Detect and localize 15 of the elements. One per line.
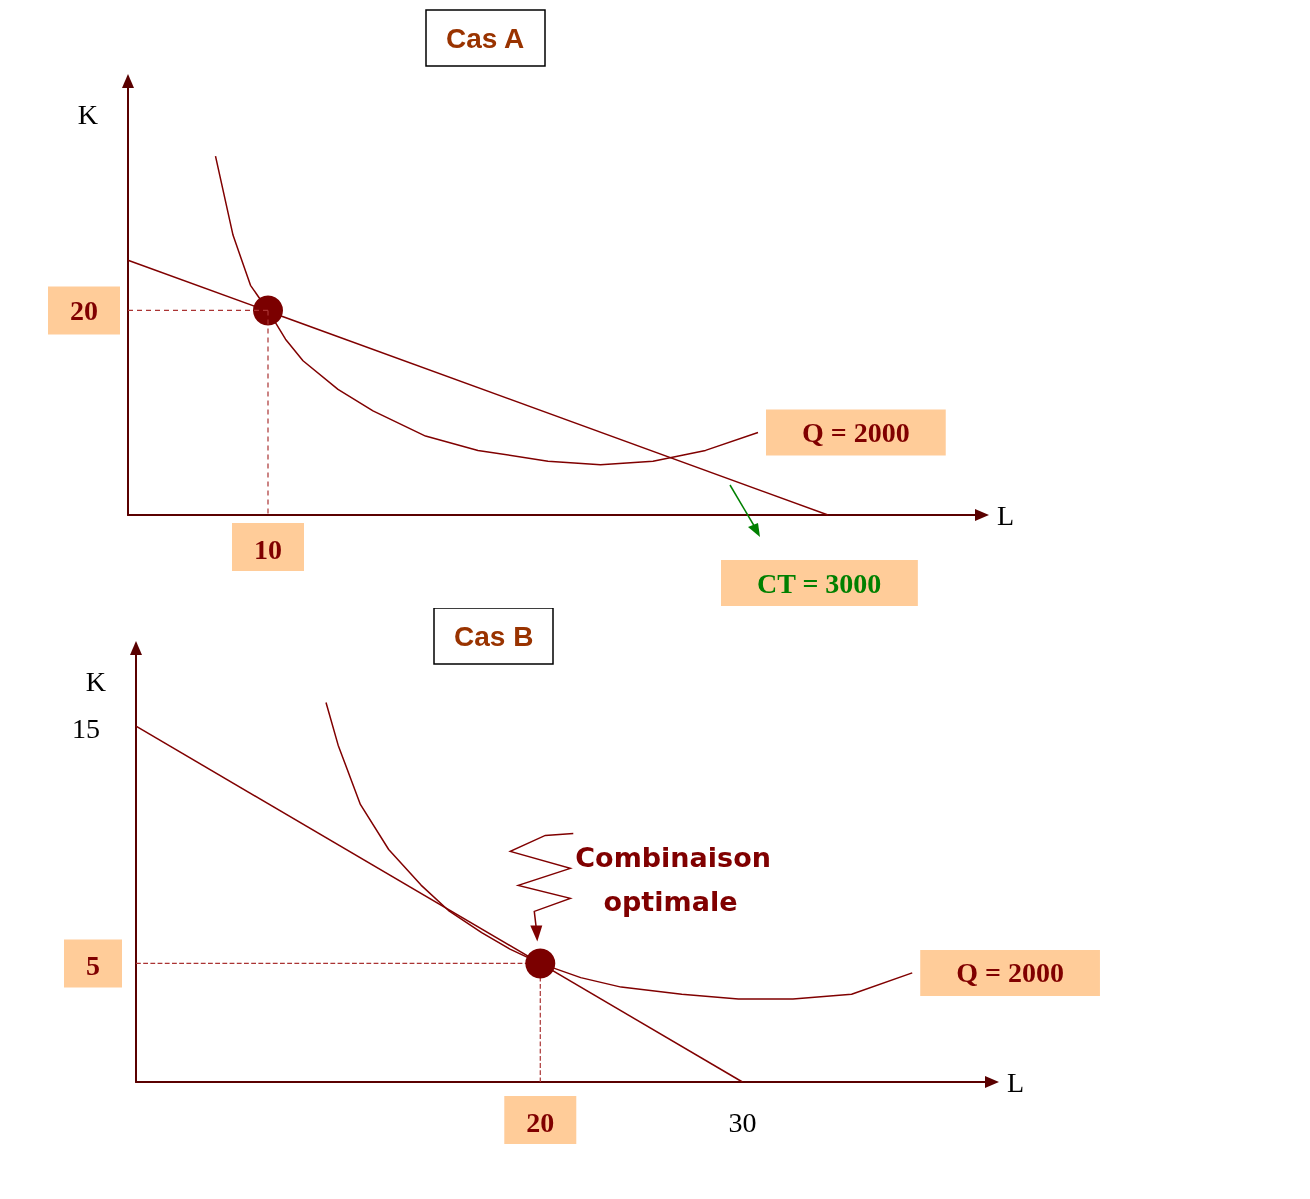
chart-title: Cas A xyxy=(446,22,525,54)
text: CT = 3000 xyxy=(757,567,882,599)
annotation: Combinaison optimale xyxy=(575,841,771,917)
y-axis-title: K xyxy=(85,665,106,697)
x-axis-title: L xyxy=(1007,1066,1025,1098)
series-label: Q = 2000 xyxy=(802,416,910,448)
x-tick-label: 30 xyxy=(728,1106,757,1138)
text: 20 xyxy=(70,294,98,326)
text: 10 xyxy=(254,533,282,565)
y-tick-label: 5 xyxy=(86,949,100,981)
chart-title: Cas B xyxy=(454,620,534,652)
y-axis-title: K xyxy=(77,98,98,130)
x-axis-title: L xyxy=(997,499,1015,531)
series-label: Q = 2000 xyxy=(956,957,1064,989)
y-tick-label: 15 xyxy=(72,712,100,744)
